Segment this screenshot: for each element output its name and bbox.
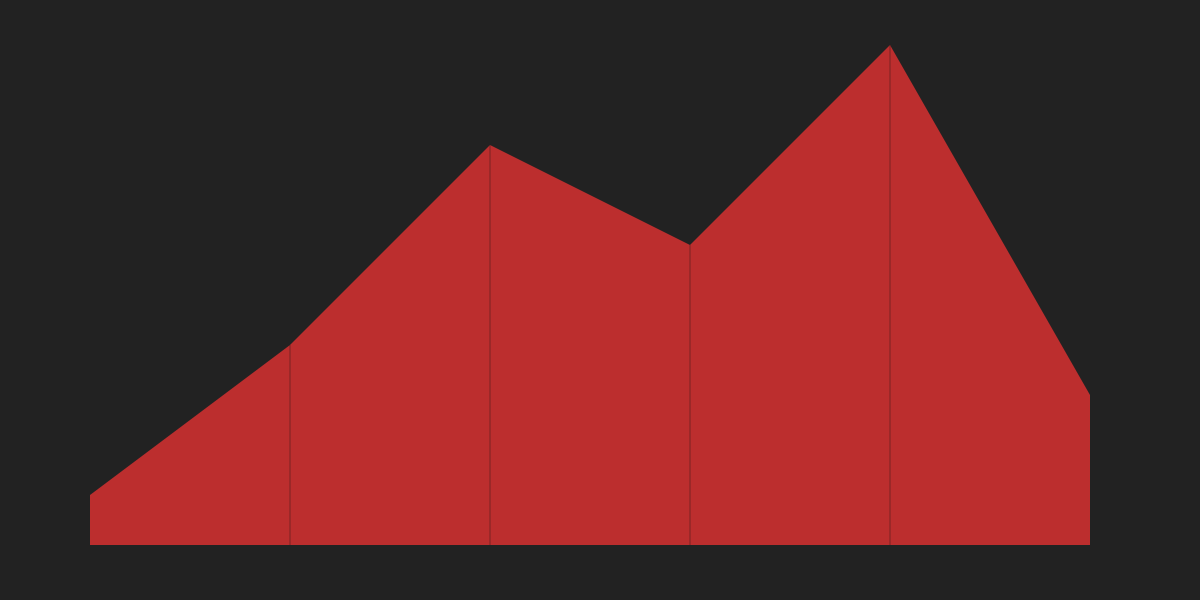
area-segment [690,45,890,545]
area-segment [290,145,490,545]
area-segment [90,345,290,545]
area-segment [490,145,690,545]
area-segment [890,45,1090,545]
